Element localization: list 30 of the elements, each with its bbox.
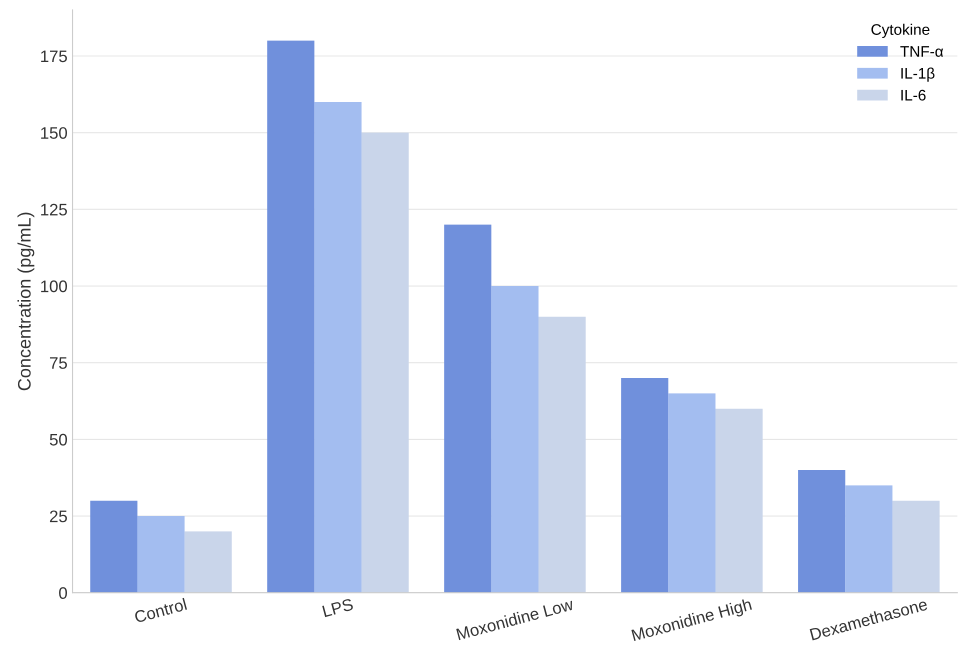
bar (314, 102, 362, 593)
y-tick-label: 150 (41, 127, 68, 139)
y-axis-title: Concentration (pg/mL) (17, 212, 34, 390)
bar (845, 485, 892, 593)
y-tick-label: 125 (41, 204, 67, 216)
legend-label: TNF-α (900, 46, 944, 57)
x-tick-label: Control (134, 598, 188, 624)
legend-title: Cytokine (871, 24, 930, 38)
y-tick-label: 100 (41, 280, 68, 292)
x-tick-label: LPS (322, 598, 354, 618)
bar (715, 408, 763, 593)
y-tick-label: 50 (50, 434, 68, 446)
y-tick-label: 25 (50, 510, 67, 522)
legend-label: IL-1β (901, 68, 934, 82)
bar (362, 132, 409, 593)
bar (892, 500, 940, 593)
y-tick-label: 0 (59, 587, 68, 599)
bar (538, 316, 586, 593)
bar (137, 516, 185, 593)
bar (621, 378, 668, 593)
bar (668, 393, 716, 593)
bar (491, 286, 539, 593)
bar (184, 531, 232, 593)
bar (267, 40, 314, 593)
bar (444, 224, 492, 593)
bar (90, 500, 138, 593)
legend-label: IL-6 (901, 90, 926, 101)
bar (798, 470, 846, 593)
y-tick-label: 175 (41, 50, 67, 62)
y-tick-label: 75 (50, 357, 67, 369)
